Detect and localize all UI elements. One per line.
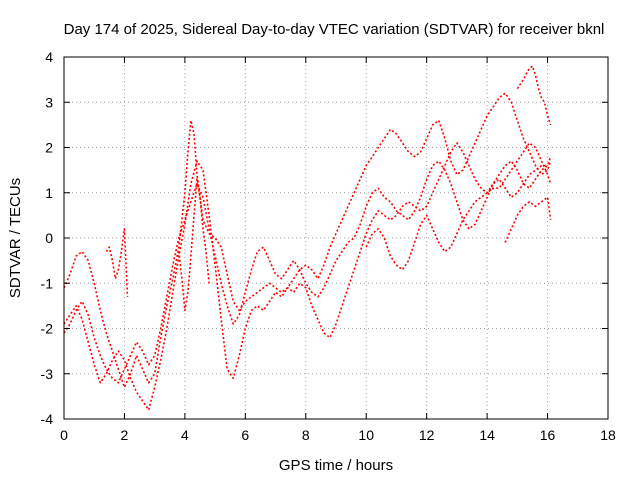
series-trace-6 xyxy=(516,65,552,126)
chart-title: Day 174 of 2025, Sidereal Day-to-day VTE… xyxy=(64,21,605,38)
series-trace-5 xyxy=(504,196,552,243)
grid xyxy=(63,56,609,420)
x-tick-label: 14 xyxy=(479,427,495,443)
y-tick-label: -1 xyxy=(41,275,54,291)
y-tick-label: 1 xyxy=(45,185,53,201)
y-tick-label: 3 xyxy=(45,94,53,110)
y-tick-label: -2 xyxy=(41,321,54,337)
x-axis-label: GPS time / hours xyxy=(279,457,393,474)
series-trace-1 xyxy=(63,92,552,389)
x-tick-label: 12 xyxy=(419,427,435,443)
y-axis-label: SDTVAR / TECUs xyxy=(7,178,24,298)
x-tick-label: 8 xyxy=(302,427,310,443)
x-tick-label: 6 xyxy=(241,427,249,443)
x-tick-label: 10 xyxy=(358,427,374,443)
y-tick-label: -3 xyxy=(41,366,54,382)
x-tick-label: 2 xyxy=(121,427,129,443)
y-tick-label: 2 xyxy=(45,140,53,156)
series-trace-7 xyxy=(105,228,129,297)
x-tick-label: 16 xyxy=(540,427,556,443)
x-tick-label: 18 xyxy=(600,427,616,443)
x-tick-label: 0 xyxy=(60,427,68,443)
data-traces xyxy=(63,65,552,411)
y-tick-label: 0 xyxy=(45,230,53,246)
series-trace-2 xyxy=(63,142,552,411)
y-tick-label: -4 xyxy=(41,411,54,427)
series-trace-8 xyxy=(178,178,210,312)
y-tick-label: 4 xyxy=(45,49,53,65)
x-tick-label: 4 xyxy=(181,427,189,443)
series-trace-4 xyxy=(365,142,552,271)
